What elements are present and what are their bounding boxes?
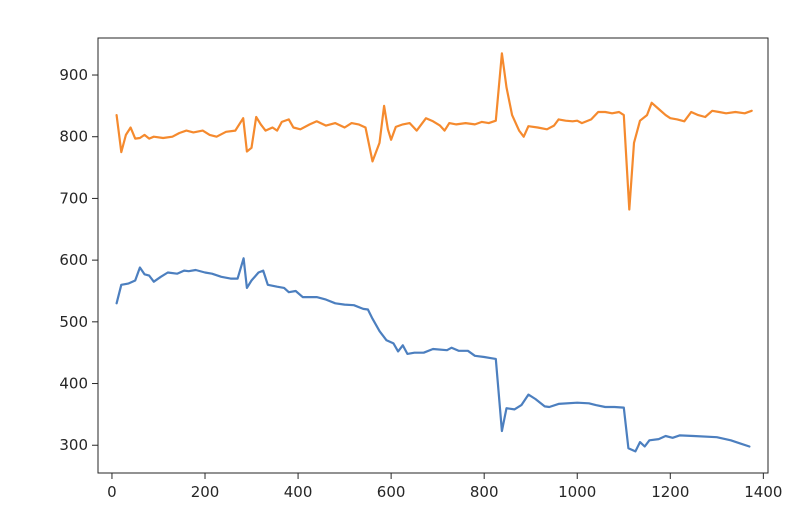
x-tick-label: 1400 — [744, 483, 782, 501]
series-line-2 — [115, 52, 753, 211]
x-tick-label: 200 — [191, 483, 220, 501]
y-tick-label: 300 — [59, 436, 88, 454]
x-tick-label: 1200 — [651, 483, 689, 501]
y-tick-label: 900 — [59, 66, 88, 84]
x-tick-label: 1000 — [558, 483, 596, 501]
x-tick-label: 0 — [107, 483, 117, 501]
plot-frame — [97, 37, 769, 474]
series-line-1 — [115, 257, 751, 453]
y-tick-label: 400 — [59, 375, 88, 393]
x-tick-label: 600 — [377, 483, 406, 501]
axes-layer: 0 200 400 600 800 1000 1200 1400 300 400 500 600 700… — [59, 37, 782, 501]
y-tick-label: 700 — [59, 189, 88, 207]
series-layer — [115, 52, 753, 453]
x-tick-label: 800 — [470, 483, 499, 501]
y-tick-label: 800 — [59, 128, 88, 146]
x-tick-label: 400 — [284, 483, 313, 501]
y-tick-label: 500 — [59, 313, 88, 331]
y-tick-label: 600 — [59, 251, 88, 269]
